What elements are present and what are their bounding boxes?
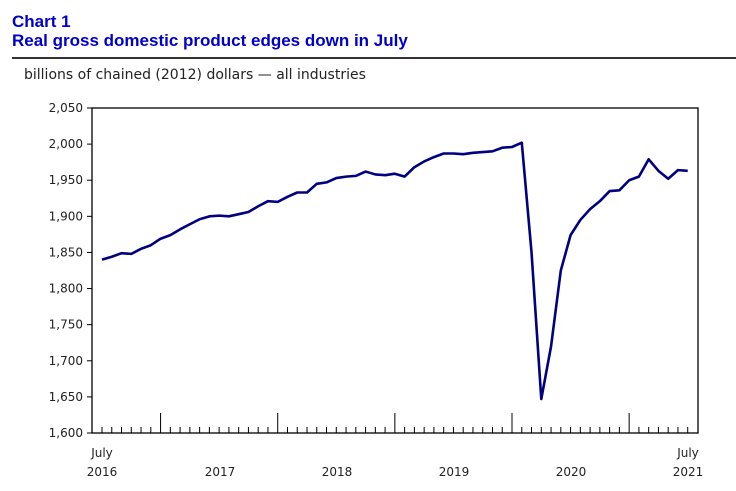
gdp-data-point: [667, 177, 670, 180]
gdp-data-point: [159, 237, 162, 240]
gdp-data-point: [442, 152, 445, 155]
gdp-data-point: [608, 190, 611, 193]
gdp-data-point: [247, 211, 250, 214]
gdp-data-point: [686, 170, 689, 173]
gdp-data-point: [628, 179, 631, 182]
gdp-data-point: [257, 205, 260, 208]
x-axis: [101, 413, 689, 433]
gdp-data-point: [335, 177, 338, 180]
gdp-data-point: [599, 200, 602, 203]
gdp-data-point: [638, 175, 641, 178]
x-year-label-2017: 2017: [205, 465, 236, 479]
gdp-data-point: [560, 269, 563, 272]
gdp-data-point: [355, 175, 358, 178]
gdp-data-point: [179, 228, 182, 231]
chart-heading: Chart 1 Real gross domestic product edge…: [12, 12, 736, 50]
gdp-data-point: [140, 248, 143, 251]
gdp-data-point: [481, 151, 484, 154]
gdp-data-point: [374, 173, 377, 176]
gdp-data-point: [286, 196, 289, 199]
y-tick-label: 1,850: [49, 245, 83, 259]
x-year-label-2018: 2018: [322, 465, 353, 479]
gdp-data-point: [540, 398, 543, 401]
x-year-label-2020: 2020: [556, 465, 587, 479]
gdp-data-point: [433, 156, 436, 159]
gdp-data-point: [130, 253, 133, 256]
gdp-data-point: [452, 152, 455, 155]
gdp-data-point: [550, 345, 553, 348]
gdp-data-point: [491, 150, 494, 153]
gdp-data-point: [462, 153, 465, 156]
gdp-data-point: [677, 169, 680, 172]
gdp-data-point: [101, 258, 104, 261]
gdp-data-point: [228, 215, 231, 218]
x-end-month-label: July: [676, 446, 699, 460]
gdp-data-point: [364, 170, 367, 173]
plot-area-frame: [91, 107, 699, 434]
y-tick-label: 2,000: [49, 137, 83, 151]
gdp-data-point: [501, 146, 504, 149]
y-tick-label: 1,650: [49, 390, 83, 404]
gdp-data-point: [647, 158, 650, 161]
y-tick-label: 2,050: [49, 101, 83, 115]
gdp-data-point: [618, 189, 621, 192]
y-tick-label: 1,900: [49, 209, 83, 223]
x-start-month-label: July: [90, 446, 113, 460]
gdp-data-point: [120, 252, 123, 255]
chart-number: Chart 1: [12, 12, 71, 31]
gdp-data-point: [325, 181, 328, 184]
y-tick-label: 1,800: [49, 282, 83, 296]
gdp-data-point: [345, 175, 348, 178]
gdp-data-point: [589, 208, 592, 211]
y-axis: 1,600 1,650 1,700 1,750 1,800 1,850 1,900 1,950…: [49, 101, 92, 440]
x-end-year-label: 2021: [673, 465, 704, 479]
y-tick-label: 1,600: [49, 426, 83, 440]
y-tick-label: 1,700: [49, 354, 83, 368]
gdp-data-point: [413, 166, 416, 169]
x-year-label-2019: 2019: [439, 465, 470, 479]
gdp-data-point: [472, 151, 475, 154]
gdp-data-point: [579, 219, 582, 222]
chart-title: Real gross domestic product edges down i…: [12, 31, 408, 50]
gdp-series-line: [101, 141, 688, 401]
y-axis-units-label: billions of chained (2012) dollars — all…: [24, 67, 366, 83]
gdp-data-point: [150, 244, 153, 247]
y-tick-label: 1,950: [49, 173, 83, 187]
gdp-data-point: [237, 213, 240, 216]
gdp-data-point: [198, 218, 201, 221]
gdp-data-point: [169, 234, 172, 237]
gdp-data-point: [520, 141, 523, 144]
title-divider: [12, 57, 736, 59]
gdp-data-point: [267, 200, 270, 203]
gdp-data-point: [423, 160, 426, 163]
gdp-data-point: [384, 174, 387, 177]
series-layer: [101, 141, 689, 401]
gdp-data-point: [530, 251, 533, 254]
gdp-data-point: [306, 191, 309, 194]
gdp-data-point: [511, 146, 514, 149]
x-axis-labels: July 2016 2017 2018 2019 2020 July 2021: [87, 446, 704, 479]
gdp-data-point: [296, 191, 299, 194]
gdp-data-point: [189, 223, 192, 226]
gdp-data-point: [218, 214, 221, 217]
y-tick-label: 1,750: [49, 318, 83, 332]
gdp-data-point: [394, 172, 397, 175]
gdp-data-point: [208, 215, 211, 218]
x-start-year-label: 2016: [87, 465, 118, 479]
gdp-data-point: [569, 234, 572, 237]
gdp-data-point: [276, 201, 279, 204]
gdp-data-point: [110, 255, 113, 258]
gdp-data-point: [657, 170, 660, 173]
gdp-data-point: [315, 183, 318, 186]
gdp-data-point: [403, 175, 406, 178]
